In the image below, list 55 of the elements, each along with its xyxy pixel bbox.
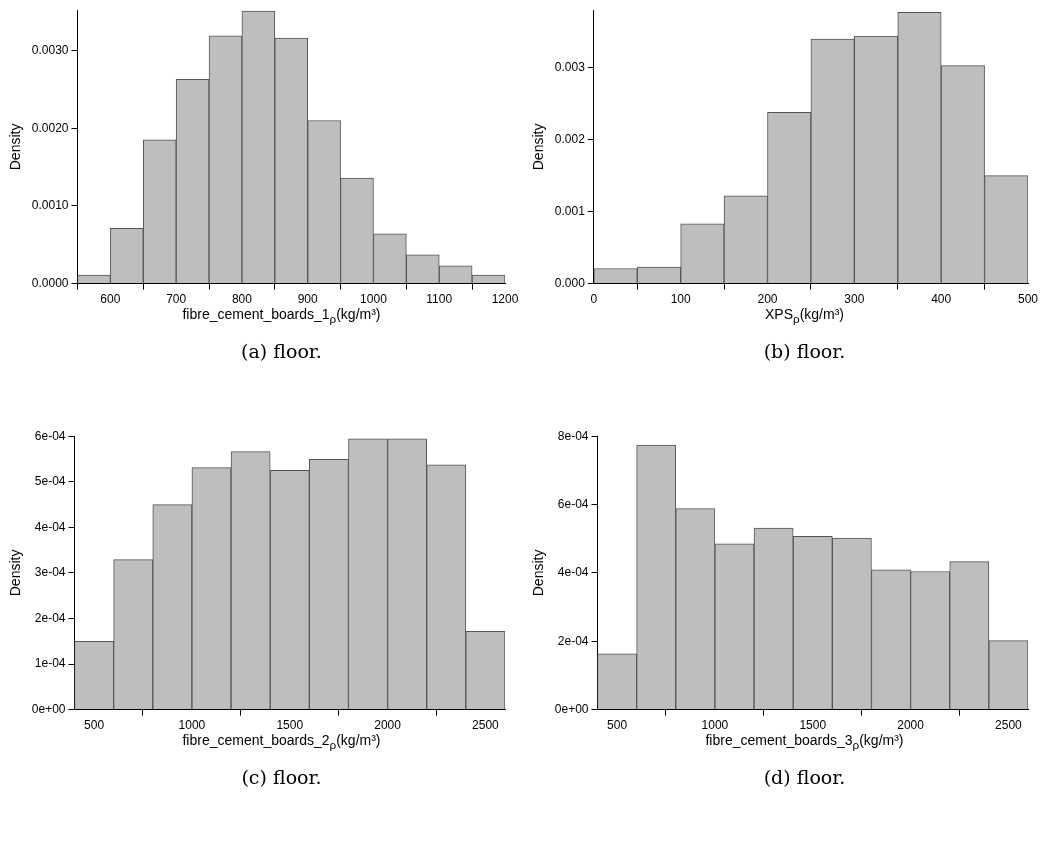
y-tick-label: 0.0030 xyxy=(31,42,69,57)
text: (b) floor. xyxy=(762,340,847,362)
y-axis-title: Density xyxy=(530,549,547,597)
y-tick-label: 0.0020 xyxy=(31,120,69,135)
x-tick-label: 600 xyxy=(100,292,121,307)
x-tick-label: 900 xyxy=(297,292,319,307)
x-tick-label: 1000 xyxy=(701,718,729,733)
text: (a) floor. xyxy=(240,340,323,362)
y-tick-label: 1e-04 xyxy=(34,656,66,671)
x-tick-label: 1000 xyxy=(360,292,388,307)
x-axis-title: fibre_cement_boards_3$_{ρ}$(kg/m³) xyxy=(704,732,905,751)
y-tick-label: 8e-04 xyxy=(557,428,589,443)
y-tick-label: 4e-04 xyxy=(34,519,66,534)
y-axis-title: Density xyxy=(7,549,24,597)
y-tick-label: 3e-04 xyxy=(34,565,66,580)
x-tick-label: 1500 xyxy=(276,718,304,733)
x-tick-label: 1000 xyxy=(178,718,206,733)
x-tick-label: 1100 xyxy=(426,292,453,307)
x-axis-title: fibre_cement_boards_1$_{ρ}$(kg/m³) xyxy=(181,306,382,325)
y-tick-label: 0e+00 xyxy=(554,701,589,716)
y-tick-label: 0.000 xyxy=(554,275,586,290)
x-tick-label: 2000 xyxy=(897,718,925,733)
x-tick-label: 0 xyxy=(590,292,598,307)
x-tick-label: 500 xyxy=(84,718,105,733)
y-tick-label: 5e-04 xyxy=(34,474,66,489)
x-tick-label: 300 xyxy=(844,292,865,307)
text: (c) floor. xyxy=(240,766,323,788)
x-tick-label: 1500 xyxy=(799,718,827,733)
x-tick-label: 2500 xyxy=(995,718,1023,733)
x-tick-label: 2500 xyxy=(472,718,500,733)
y-tick-label: 0.001 xyxy=(554,203,586,218)
y-tick-label: 0.003 xyxy=(554,60,586,75)
text: (d) floor. xyxy=(762,766,847,788)
y-tick-label: 2e-04 xyxy=(34,610,66,625)
x-tick-label: 500 xyxy=(607,718,628,733)
x-axis-title: fibre_cement_boards_2$_{ρ}$(kg/m³) xyxy=(181,732,382,751)
x-tick-label: 100 xyxy=(670,292,691,307)
y-tick-label: 0.0010 xyxy=(31,198,69,213)
y-tick-label: 0e+00 xyxy=(31,701,66,716)
y-axis-title: Density xyxy=(530,123,547,171)
y-tick-label: 6e-04 xyxy=(557,496,589,511)
y-tick-label: 0.002 xyxy=(554,132,586,147)
x-tick-label: 700 xyxy=(166,292,187,307)
y-tick-label: 6e-04 xyxy=(34,428,66,443)
y-tick-label: 4e-04 xyxy=(557,565,589,580)
x-axis-title: XPS$_{ρ}$(kg/m³) xyxy=(764,306,845,325)
x-tick-label: 400 xyxy=(931,292,952,307)
x-tick-label: 2000 xyxy=(374,718,402,733)
y-tick-label: 0.0000 xyxy=(31,275,69,290)
x-tick-label: 800 xyxy=(231,292,253,307)
x-tick-label: 1200 xyxy=(491,292,519,307)
x-tick-label: 200 xyxy=(757,292,778,307)
y-tick-label: 2e-04 xyxy=(557,633,589,648)
y-axis-title: Density xyxy=(7,123,24,171)
x-tick-label: 500 xyxy=(1017,292,1039,307)
